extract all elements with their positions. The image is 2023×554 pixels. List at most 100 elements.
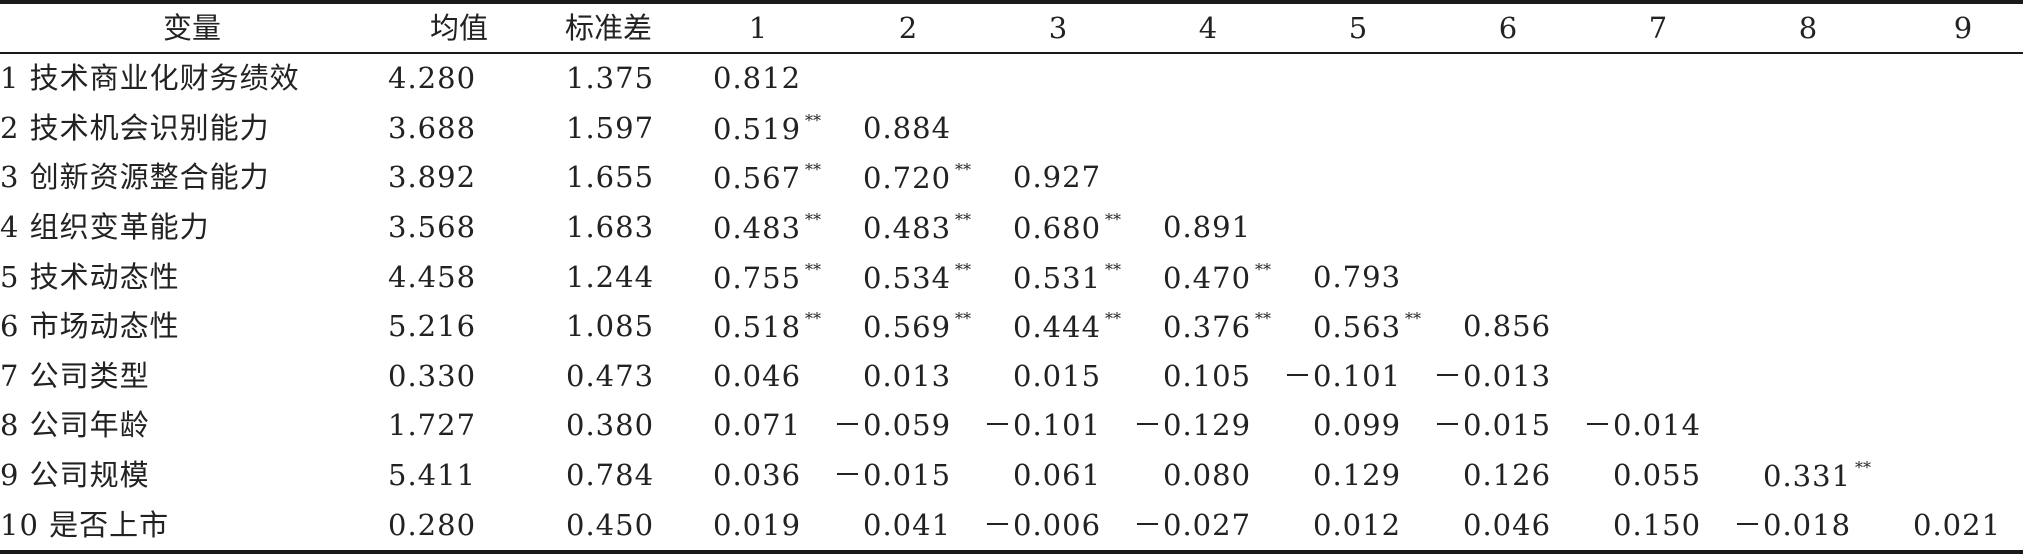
- correlation-value: －0.015: [833, 458, 952, 493]
- correlation-cell: 0.563 **: [1283, 302, 1433, 352]
- correlation-cell: [1583, 203, 1733, 253]
- correlation-cell: 0.483 **: [683, 203, 833, 253]
- correlation-cell: [1283, 104, 1433, 154]
- correlation-cell: [1883, 104, 2023, 154]
- correlation-cell: [1883, 451, 2023, 501]
- correlation-value: 0.884: [863, 110, 952, 145]
- correlation-cell: [1883, 203, 2023, 253]
- correlation-value: －0.013: [1433, 358, 1552, 393]
- correlation-value: －0.129: [1133, 408, 1252, 443]
- mean-value: 4.458: [388, 259, 477, 294]
- correlation-value: 0.019: [713, 507, 802, 542]
- significance-marker: **: [1255, 259, 1272, 279]
- correlation-value: 0.376: [1163, 310, 1252, 345]
- correlation-cell: [1883, 153, 2023, 203]
- correlation-cell: [1133, 104, 1283, 154]
- sd-value: 1.597: [566, 110, 655, 145]
- significance-marker: **: [1255, 309, 1272, 329]
- correlation-cell: －0.014: [1583, 401, 1733, 451]
- header-col-9: 9: [1883, 0, 2023, 54]
- sd-value: 1.655: [566, 160, 655, 195]
- correlation-value: 0.046: [1463, 507, 1552, 542]
- significance-marker: **: [955, 160, 972, 180]
- correlation-value: 0.046: [713, 358, 802, 393]
- table-row: 3 创新资源整合能力 3.892 1.655 0.567 ** 0.720 ** 0.927: [0, 153, 2023, 203]
- mean-value: 0.330: [388, 358, 477, 393]
- correlation-cell: 0.531 **: [983, 252, 1133, 302]
- correlation-value: 0.891: [1163, 210, 1252, 245]
- table-body: 1 技术商业化财务绩效 4.280 1.375 0.812 2 技术机会识别能力 3.68…: [0, 53, 2023, 554]
- header-col-4: 4: [1133, 0, 1283, 54]
- correlation-cell: [1283, 153, 1433, 203]
- correlation-value: 0.531: [1013, 260, 1102, 295]
- correlation-cell: [1583, 53, 1733, 104]
- correlation-cell: 0.567 **: [683, 153, 833, 203]
- header-col-5: 5: [1283, 0, 1433, 54]
- correlation-cell: 0.019: [683, 500, 833, 554]
- correlation-cell: 0.055: [1583, 451, 1733, 501]
- correlation-cell: －0.018: [1733, 500, 1883, 554]
- header-col-8: 8: [1733, 0, 1883, 54]
- correlation-value: 0.563: [1313, 310, 1402, 345]
- correlation-cell: [1583, 352, 1733, 402]
- correlation-cell: [983, 53, 1133, 104]
- correlation-value: 0.518: [713, 310, 802, 345]
- correlation-value: 0.793: [1313, 259, 1402, 294]
- correlation-value: 0.080: [1163, 458, 1252, 493]
- sd-value: 0.380: [566, 408, 655, 443]
- variable-name: 5 技术动态性: [0, 259, 180, 294]
- correlation-cell: 0.061: [983, 451, 1133, 501]
- table-row: 8 公司年龄 1.727 0.380 0.071 －0.059 －0.101 －0.129 0…: [0, 401, 2023, 451]
- mean-value: 0.280: [384, 500, 534, 554]
- header-col-2: 2: [833, 0, 983, 54]
- mean-value: 3.688: [388, 110, 477, 145]
- header-mean: 均值: [384, 0, 534, 54]
- correlation-cell: [833, 53, 983, 104]
- correlation-cell: [1883, 302, 2023, 352]
- correlation-cell: －0.101: [983, 401, 1133, 451]
- correlation-cell: 0.046: [1433, 500, 1583, 554]
- correlation-cell: [1883, 53, 2023, 104]
- correlation-value: 0.036: [713, 458, 802, 493]
- correlation-cell: 0.036: [683, 451, 833, 501]
- correlation-value: 0.331: [1763, 459, 1852, 494]
- sd-value: 1.375: [566, 61, 655, 96]
- correlation-cell: 0.013: [833, 352, 983, 402]
- significance-marker: **: [955, 259, 972, 279]
- correlation-cell: [1883, 401, 2023, 451]
- correlation-value: 0.071: [713, 408, 802, 443]
- significance-marker: **: [1105, 309, 1122, 329]
- mean-value: 5.216: [388, 309, 477, 344]
- correlation-cell: [1583, 302, 1733, 352]
- correlation-cell: [1583, 252, 1733, 302]
- correlation-value: 0.099: [1313, 408, 1402, 443]
- table-row: 9 公司规模 5.411 0.784 0.036 －0.015 0.061 0.080 0.1…: [0, 451, 2023, 501]
- table-row: 7 公司类型 0.330 0.473 0.046 0.013 0.015 0.105 －0.1…: [0, 352, 2023, 402]
- significance-marker: **: [805, 160, 822, 180]
- correlation-cell: 0.080: [1133, 451, 1283, 501]
- correlation-value: 0.444: [1013, 310, 1102, 345]
- mean-value: 3.892: [388, 160, 477, 195]
- variable-name: 3 创新资源整合能力: [0, 160, 270, 195]
- correlation-cell: [1733, 153, 1883, 203]
- correlation-cell: 0.126: [1433, 451, 1583, 501]
- correlation-cell: [1433, 203, 1583, 253]
- variable-name: 10 是否上市: [0, 500, 384, 554]
- correlation-cell: －0.129: [1133, 401, 1283, 451]
- correlation-cell: －0.013: [1433, 352, 1583, 402]
- correlation-cell: 0.483 **: [833, 203, 983, 253]
- correlation-value: 0.680: [1013, 211, 1102, 246]
- correlation-cell: [1583, 104, 1733, 154]
- header-col-7: 7: [1583, 0, 1733, 54]
- correlation-cell: 0.755 **: [683, 252, 833, 302]
- header-variable: 变量: [0, 0, 384, 54]
- header-sd: 标准差: [534, 0, 683, 54]
- correlation-value: 0.534: [863, 260, 952, 295]
- correlation-value: 0.519: [713, 111, 802, 146]
- correlation-value: 0.470: [1163, 260, 1252, 295]
- correlation-value: －0.014: [1583, 408, 1702, 443]
- correlation-value: 0.150: [1613, 507, 1702, 542]
- correlation-cell: [1733, 302, 1883, 352]
- correlation-cell: 0.856: [1433, 302, 1583, 352]
